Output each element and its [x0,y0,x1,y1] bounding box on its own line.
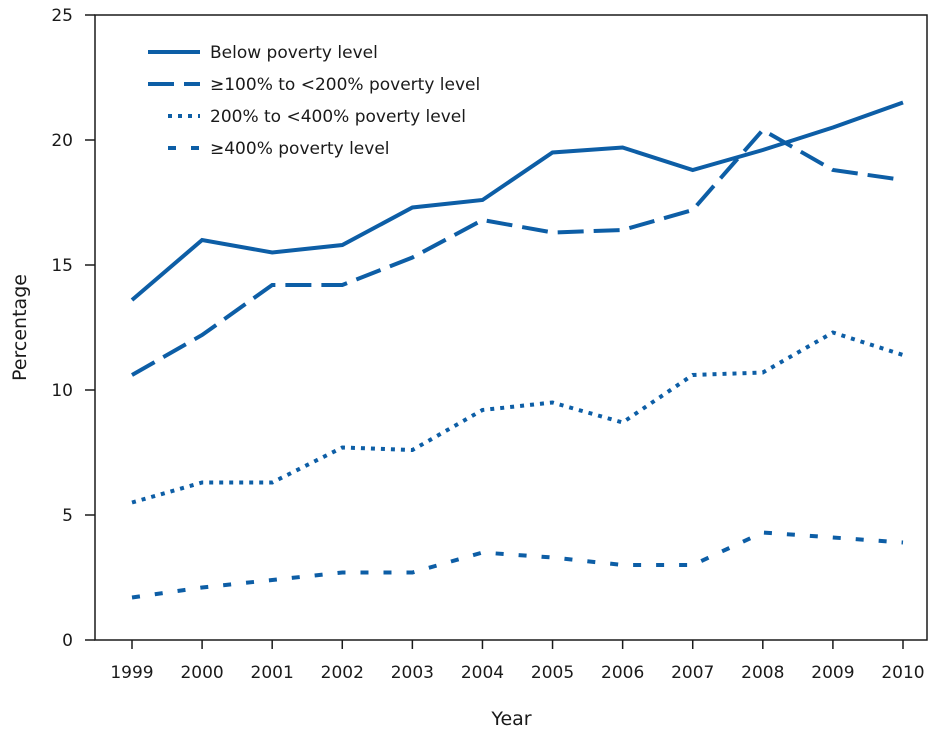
y-tick-label: 5 [62,506,73,526]
legend: Below poverty level ≥100% to <200% povert… [148,43,480,159]
series-line-3 [131,330,904,505]
plot-border [94,14,928,641]
x-tick-label: 2002 [321,663,364,683]
y-tick-label: 15 [51,256,73,276]
y-axis-title: Percentage [9,274,31,381]
legend-label: ≥400% poverty level [210,139,390,159]
series-layer [130,100,904,600]
y-tick-label: 25 [51,6,73,26]
series-line-1 [130,100,904,302]
x-tick-label: 2009 [811,663,854,683]
x-tick-label: 2004 [461,663,504,683]
x-tick-label: 2006 [601,663,644,683]
x-tick-label: 2010 [881,663,924,683]
y-tick-label: 10 [51,381,73,401]
series-line-4 [131,530,904,600]
series-line-2 [131,127,904,377]
x-axis-title: Year [490,708,531,730]
x-tick-label: 2003 [391,663,434,683]
y-tick-label: 0 [62,631,73,651]
x-tick-label: 2007 [671,663,714,683]
y-tick-label: 20 [51,131,73,151]
x-tick-label: 2001 [251,663,294,683]
x-tick-label: 1999 [110,663,153,683]
x-tick-label: 2000 [180,663,223,683]
legend-label: Below poverty level [210,43,378,63]
legend-label: ≥100% to <200% poverty level [210,75,480,95]
legend-label: 200% to <400% poverty level [210,107,466,127]
x-tick-label: 2008 [741,663,784,683]
y-axis: 0 5 10 15 20 25 [51,6,95,651]
plot-frame [94,14,928,641]
x-tick-label: 2005 [531,663,574,683]
x-axis: 1999 2000 2001 2002 2003 2004 2005 2006 2007 2008… [110,640,925,683]
